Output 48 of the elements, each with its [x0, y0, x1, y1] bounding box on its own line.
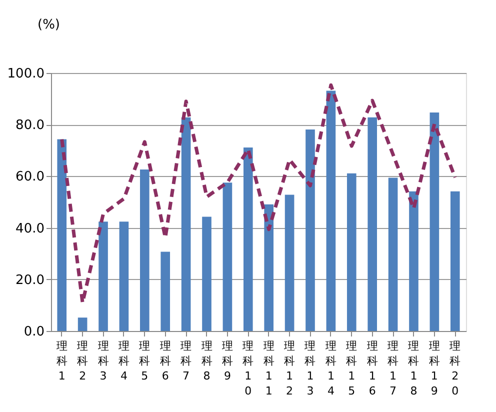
x-tick-label: 理科2	[77, 340, 88, 382]
y-tick-label: 20.0	[16, 272, 44, 288]
y-axis-title: (%)	[38, 18, 60, 32]
bar	[450, 191, 460, 331]
x-tick-label: 理科1	[56, 340, 68, 382]
bar	[160, 252, 170, 331]
x-tick-label: 理科5	[139, 340, 150, 382]
bar	[140, 169, 150, 331]
x-tick-label: 理科6	[160, 340, 171, 382]
x-tick-label: 理科17	[388, 340, 399, 398]
y-tick-label: 60.0	[16, 170, 44, 185]
x-tick-label: 理科10	[242, 340, 254, 398]
bar	[326, 90, 336, 331]
bar	[284, 194, 294, 331]
bar	[368, 117, 377, 331]
x-tick-label: 理科19	[428, 340, 440, 398]
bar	[346, 173, 356, 331]
bar	[264, 204, 274, 331]
bar	[78, 318, 88, 331]
x-tick-label: 理科16	[366, 340, 378, 398]
bar	[222, 182, 232, 331]
line-series	[60, 83, 457, 304]
x-tick-label: 理科3	[98, 340, 109, 382]
y-tick-label: 100.0	[7, 66, 44, 82]
x-tick-label: 理科4	[118, 340, 130, 382]
y-tick-label: 80.0	[16, 118, 44, 134]
bar	[306, 130, 315, 331]
x-tick-label: 理科18	[408, 340, 420, 398]
bar	[57, 139, 67, 331]
bar	[243, 148, 253, 331]
bar	[202, 216, 212, 331]
x-tick-label: 理科8	[201, 340, 212, 382]
x-tick-label: 理科15	[346, 340, 358, 398]
bar	[430, 112, 440, 331]
x-tick-label: 理科13	[304, 340, 316, 398]
y-tick-label: 0.0	[24, 324, 44, 340]
x-tick-label: 理科14	[325, 340, 336, 398]
bar	[119, 222, 129, 331]
bar	[388, 178, 398, 331]
y-tick-label: 40.0	[16, 221, 44, 236]
x-tick-label: 理科11	[263, 340, 274, 398]
x-tick-label: 理科9	[222, 340, 233, 382]
bar	[409, 191, 418, 331]
bar	[181, 117, 191, 331]
x-tick-label: 理科7	[180, 340, 192, 382]
x-tick-label: 理科20	[450, 340, 461, 398]
bar	[98, 222, 108, 331]
x-tick-label: 理科12	[284, 340, 296, 398]
